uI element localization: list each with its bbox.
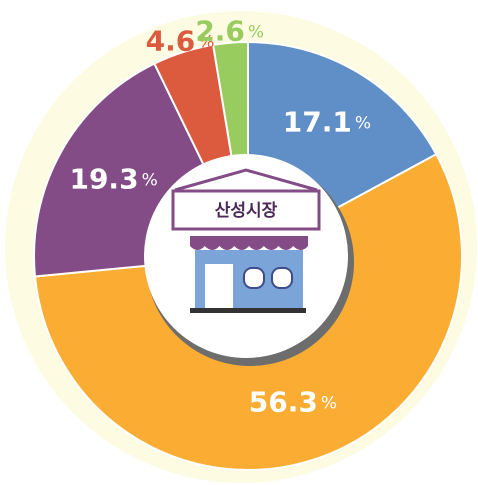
data-label-value: 56.3 (249, 385, 318, 418)
data-label-unit: % (198, 33, 214, 53)
window (243, 267, 265, 289)
center-label: 산성시장 (215, 201, 278, 221)
data-label-unit: % (321, 393, 337, 413)
data-label-unit: % (142, 171, 158, 191)
data-label-value: 19.3 (69, 163, 138, 196)
labels: 17.1 %56.3 %19.3 %4.6 %2.6% (69, 15, 371, 419)
window (271, 267, 293, 289)
door (205, 264, 233, 308)
awning (190, 236, 308, 250)
data-label-value: 17.1 (283, 106, 352, 139)
roof-line (174, 168, 318, 192)
data-label-value: 4.6 (146, 25, 196, 58)
data-label: 2.6% (195, 15, 264, 48)
sign-board (171, 189, 321, 231)
data-label-value: 2.6 (195, 15, 245, 48)
data-label-unit: % (355, 114, 371, 134)
store-icon: 산성시장 (171, 168, 321, 313)
data-label: 17.1% (283, 106, 371, 139)
store-base (190, 308, 306, 313)
data-label-unit: % (248, 23, 264, 43)
data-label: 56.3% (249, 385, 337, 418)
data-label: 4.6% (146, 25, 215, 58)
data-label: 19.3% (69, 163, 157, 196)
